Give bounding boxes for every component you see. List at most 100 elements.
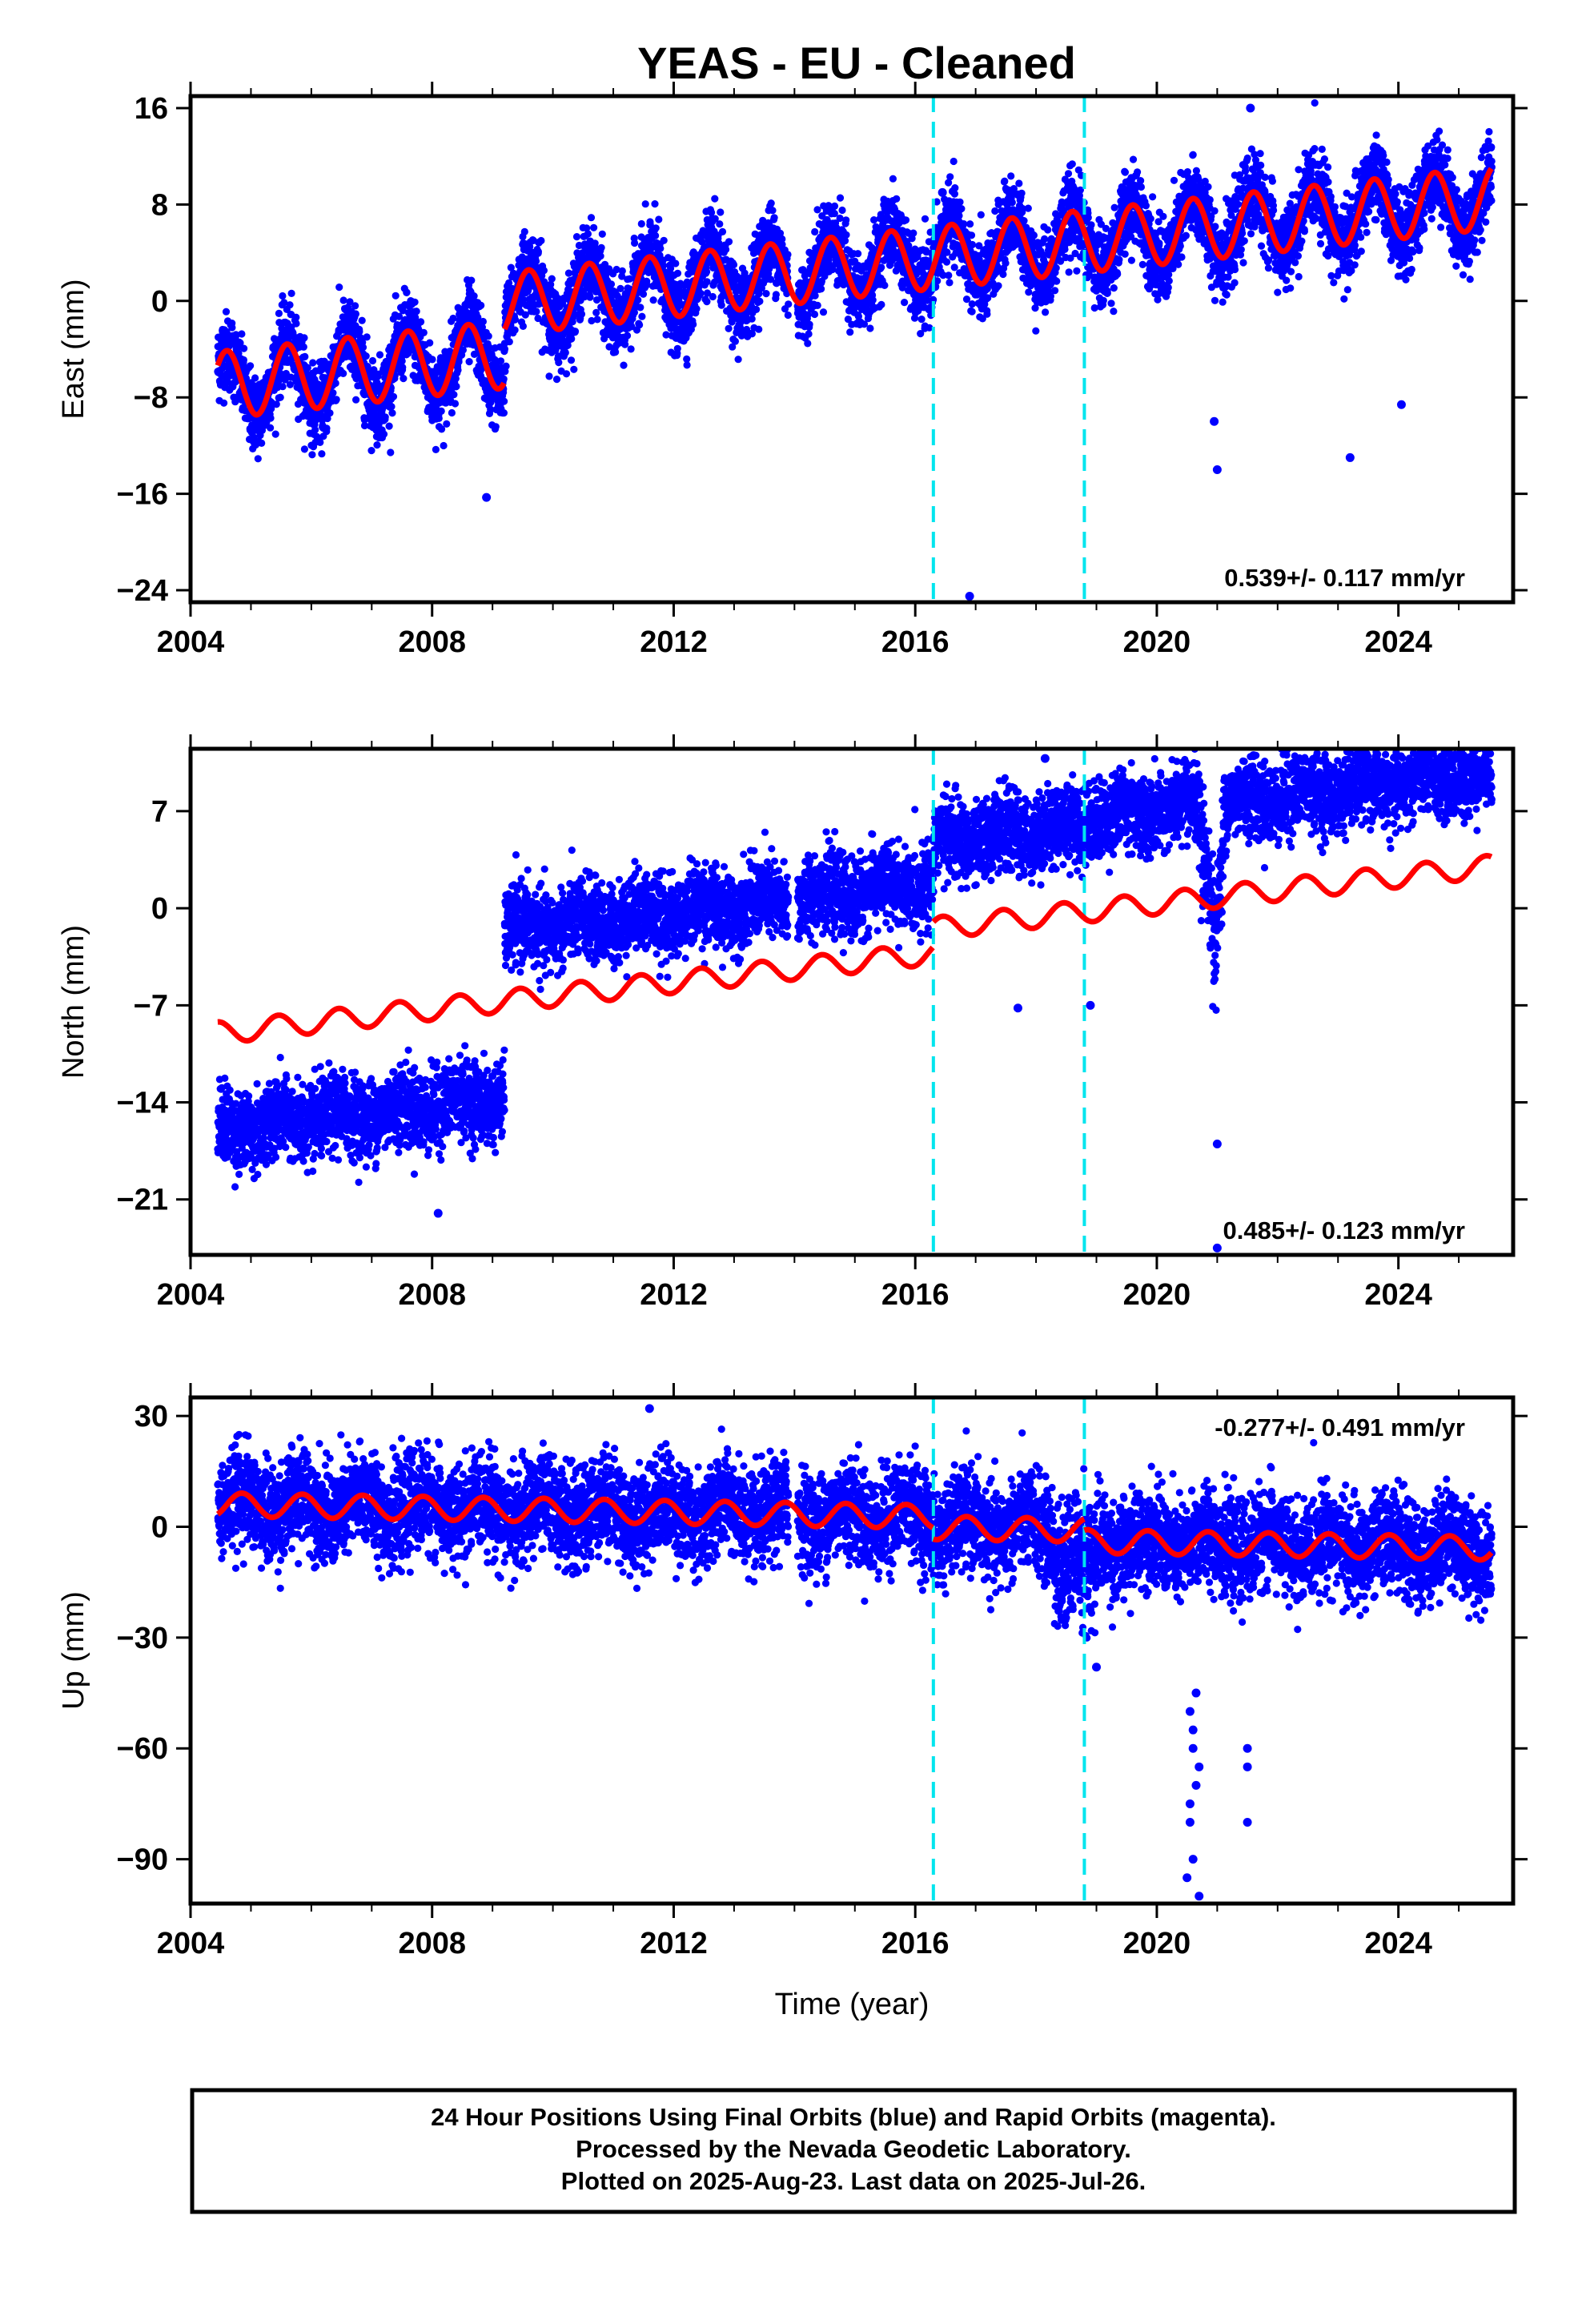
east-data-point [420, 328, 428, 336]
east-data-point [656, 244, 665, 252]
east-data-point [435, 414, 443, 423]
east-data-point [672, 259, 680, 267]
east-data-point [591, 239, 599, 247]
east-data-point [649, 296, 657, 304]
east-data-point [323, 424, 331, 432]
east-data-point [545, 372, 553, 380]
east-data-point [331, 379, 339, 388]
east-data-point [368, 356, 377, 365]
east-data-point [901, 216, 910, 224]
east-data-point [468, 276, 476, 284]
east-data-point [443, 420, 451, 428]
east-data-point [562, 370, 571, 378]
east-data-point [254, 455, 262, 463]
east-data-point [942, 258, 951, 266]
east-data-point [555, 359, 563, 367]
east-data-point [810, 310, 819, 319]
east-data-point [1007, 172, 1015, 180]
east-data-point [570, 365, 578, 373]
east-data-point [332, 396, 340, 404]
east-data-point [247, 362, 255, 370]
east-data-point [731, 337, 740, 345]
east-data-point [1002, 259, 1010, 267]
east-data-point [1044, 226, 1052, 234]
east-data-point [893, 195, 901, 203]
east-data-point [286, 301, 294, 309]
east-data-point [326, 409, 334, 417]
east-data-point [950, 263, 958, 271]
east-data-point [983, 310, 991, 318]
east-data-point [1032, 327, 1040, 335]
east-data-point [267, 414, 275, 422]
east-data-point [571, 328, 580, 336]
east-data-point [367, 447, 375, 455]
east-data-point [484, 332, 492, 340]
east-data-point [351, 310, 359, 318]
east-data-point [398, 357, 406, 365]
east-data-point [387, 448, 395, 456]
east-data-point [1041, 235, 1049, 243]
east-data-point [639, 290, 648, 298]
east-data-point [621, 340, 629, 348]
east-data-point [532, 308, 540, 316]
east-data-point [846, 328, 854, 336]
east-data-point [836, 194, 845, 202]
east-data-point [500, 397, 508, 405]
east-data-point [346, 298, 354, 306]
east-data-point [1018, 189, 1026, 197]
east-data-point [362, 352, 370, 360]
east-data-point [597, 243, 605, 251]
panels: 2004 2008 2012 2016 2020 2024−24−16−80816East… [57, 82, 1528, 2021]
east-data-point [966, 220, 974, 228]
east-data-point [709, 292, 717, 301]
east-data-point [387, 403, 396, 411]
east-data-point [722, 245, 730, 254]
east-data-point [729, 260, 738, 269]
east-data-point [755, 325, 763, 333]
east-data-point [805, 320, 813, 328]
east-data-point [651, 200, 659, 208]
east-data-point [479, 317, 488, 326]
east-data-point [877, 263, 885, 271]
east-data-point [311, 426, 319, 434]
east-data-point [1042, 308, 1050, 316]
east-data-point [596, 252, 604, 260]
east-data-point [703, 267, 711, 275]
east-data-point [400, 375, 408, 383]
east-data-point [381, 413, 389, 421]
east-data-point [921, 215, 930, 223]
east-data-point [631, 239, 639, 247]
east-data-point [693, 305, 701, 313]
east-data-point [967, 231, 976, 239]
east-data-point [866, 324, 874, 332]
east-data-point [673, 344, 681, 352]
east-data-point [756, 297, 764, 305]
east-data-point [448, 408, 456, 417]
east-data-point [1030, 231, 1038, 239]
east-data-point [339, 369, 347, 377]
east-data-point [301, 352, 309, 360]
east-data-point [623, 332, 632, 340]
east-data-point [300, 445, 308, 453]
east-data-point [636, 321, 644, 329]
east-data-point [511, 326, 519, 334]
east-data-point [877, 300, 885, 308]
east-data-point [770, 214, 778, 222]
east-data-point [842, 216, 850, 224]
east-data-point [417, 318, 425, 326]
east-data-point [309, 359, 317, 367]
east-data-point [951, 184, 959, 192]
east-data-point [300, 334, 308, 342]
east-data-point [772, 291, 781, 299]
east-data-point [854, 250, 862, 258]
east-data-point [889, 175, 897, 183]
east-data-point [568, 335, 576, 343]
east-data-point [405, 348, 413, 356]
panel-east: 2004 2008 2012 2016 2020 2024−24−16−80816East… [57, 82, 1528, 659]
east-data-point [299, 343, 307, 351]
east-data-point [224, 378, 232, 386]
east-data-point [785, 300, 793, 308]
east-data-point [239, 356, 247, 364]
east-data-point [1008, 199, 1016, 207]
east-data-point [389, 392, 398, 400]
